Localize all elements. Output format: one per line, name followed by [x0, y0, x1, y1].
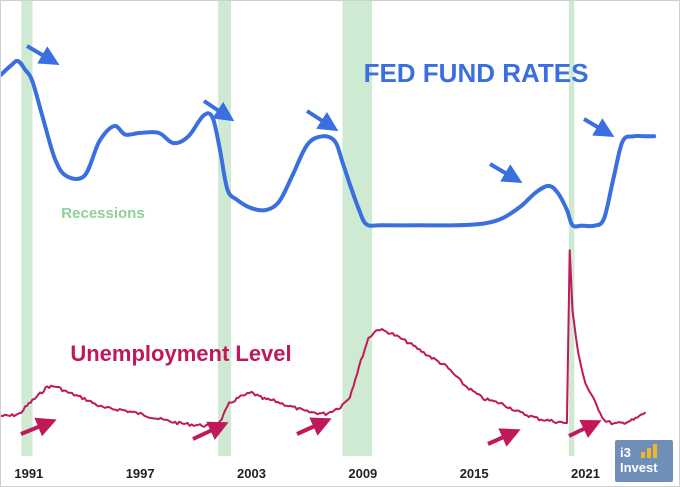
x-tick-label: 2003 — [237, 466, 266, 481]
recession-band — [342, 1, 373, 456]
i3-invest-logo: i3 Invest — [615, 440, 673, 482]
recession-band — [218, 1, 232, 456]
x-tick-label: 1997 — [126, 466, 155, 481]
annotation-arrow — [25, 44, 60, 66]
recession-band — [568, 1, 575, 456]
x-tick-label: 2009 — [348, 466, 377, 481]
recessions-label: Recessions — [61, 205, 144, 222]
series-line-unemployment — [1, 249, 646, 428]
annotation-arrow — [582, 117, 615, 138]
logo-text-line1: i3 — [620, 445, 631, 460]
annotation-arrow — [488, 162, 523, 184]
series-label-unemployment: Unemployment Level — [70, 341, 291, 366]
x-tick-label: 2021 — [571, 466, 600, 481]
annotation-arrow — [192, 421, 229, 441]
annotation-arrow — [487, 428, 521, 447]
annotation-arrow — [305, 109, 339, 132]
annotation-arrow — [568, 419, 602, 438]
series-line-fed-funds — [1, 58, 657, 229]
annotation-arrow — [202, 99, 235, 122]
recession-band — [21, 1, 33, 456]
x-tick-label: 2015 — [460, 466, 489, 481]
annotation-arrow — [20, 417, 57, 437]
annotation-arrow — [296, 417, 332, 436]
logo-bars-icon — [641, 444, 657, 458]
logo-text-line2: Invest — [620, 460, 658, 475]
x-tick-label: 1991 — [14, 466, 43, 481]
chart-title: FED FUND RATES — [364, 58, 589, 88]
